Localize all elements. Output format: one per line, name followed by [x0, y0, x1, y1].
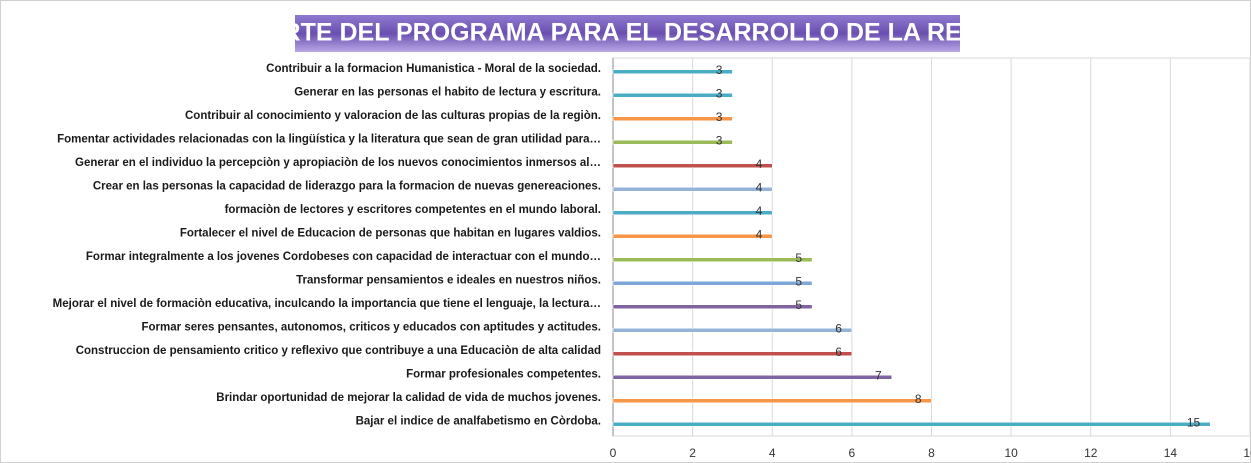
- value-label: 3: [716, 63, 723, 77]
- value-label: 4: [756, 204, 763, 218]
- x-tick-label: 8: [928, 446, 935, 460]
- bar: [612, 163, 773, 168]
- y-tick-label: Contribuir a la formacion Humanistica - …: [266, 63, 601, 75]
- value-label: 6: [835, 321, 842, 335]
- value-label: 5: [795, 251, 802, 265]
- chart-title: APORTE DEL PROGRAMA PARA EL DESARROLLO D…: [228, 17, 1025, 47]
- x-tick-label: 2: [689, 446, 696, 460]
- value-label: 4: [756, 180, 763, 194]
- x-tick-label: 12: [1084, 446, 1098, 460]
- value-label: 3: [716, 110, 723, 124]
- x-tick-label: 14: [1164, 446, 1178, 460]
- x-tick-label: 4: [769, 446, 776, 460]
- bar: [612, 281, 813, 286]
- y-tick-label: Bajar el indice de analfabetismo en Còrd…: [356, 415, 601, 427]
- title-box: [295, 15, 960, 52]
- y-tick-label: Crear en las personas la capacidad de li…: [93, 180, 601, 192]
- y-tick-label: Fomentar actividades relacionadas con la…: [57, 133, 601, 145]
- y-tick-label: Contribuir al conocimiento y valoracion …: [185, 110, 601, 122]
- value-label: 5: [795, 298, 802, 312]
- y-tick-label: Generar en las personas el habito de lec…: [294, 86, 601, 98]
- y-tick-label: Generar en el individuo la percepciòn y …: [75, 157, 601, 169]
- bar: [612, 328, 853, 333]
- y-tick-label: formaciòn de lectores y escritores compe…: [225, 204, 601, 216]
- y-tick-label: Brindar oportunidad de mejorar la calida…: [216, 392, 601, 404]
- value-label: 4: [756, 227, 763, 241]
- x-tick-label: 0: [610, 446, 617, 460]
- bar: [612, 257, 813, 262]
- value-label: 8: [915, 392, 922, 406]
- y-tick-label: Formar integralmente a los jovenes Cordo…: [86, 251, 601, 263]
- y-tick-label: Formar seres pensantes, autonomos, criti…: [142, 321, 602, 333]
- y-tick-label: Fortalecer el nivel de Educacion de pers…: [180, 227, 601, 239]
- x-tick-label: 6: [849, 446, 856, 460]
- value-label: 3: [716, 133, 723, 147]
- bar: [612, 93, 733, 98]
- bar: [612, 422, 1211, 427]
- bar: [612, 140, 733, 145]
- y-tick-label: Formar profesionales competentes.: [406, 368, 601, 380]
- value-label: 4: [756, 157, 763, 171]
- y-tick-label: Construccion de pensamiento critico y re…: [76, 345, 601, 357]
- value-label: 3: [716, 86, 723, 100]
- bar: [612, 210, 773, 215]
- bar: [612, 304, 813, 309]
- bar: [612, 116, 733, 121]
- value-label: 5: [795, 274, 802, 288]
- bar: [612, 375, 892, 380]
- bar: [612, 187, 773, 192]
- value-label: 15: [1187, 415, 1201, 429]
- value-label: 7: [875, 368, 882, 382]
- y-tick-label: Transformar pensamientos e ideales en nu…: [296, 274, 601, 286]
- x-tick-label: 16: [1243, 446, 1251, 460]
- x-tick-label: 10: [1004, 446, 1018, 460]
- y-tick-label: Mejorar el nivel de formaciòn educativa,…: [53, 298, 601, 310]
- bar: [612, 351, 853, 356]
- bar: [612, 234, 773, 239]
- bar: [612, 69, 733, 74]
- value-label: 6: [835, 345, 842, 359]
- bar: [612, 398, 932, 403]
